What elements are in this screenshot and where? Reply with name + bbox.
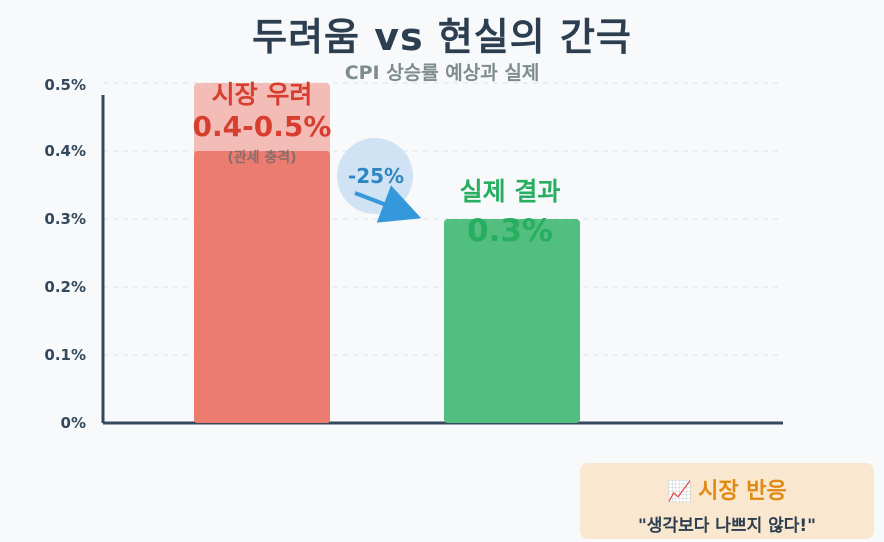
bar-range-band	[194, 83, 330, 155]
bar-value-market-fear: 0.4-0.5%	[193, 110, 332, 143]
y-tick-label: 0.4%	[44, 142, 86, 160]
bar-actual-result	[444, 219, 580, 423]
chart-increasing-icon: 📈	[667, 479, 693, 503]
bar-label-market-fear: 시장 우려	[212, 80, 313, 109]
chart-subtitle: CPI 상승률 예상과 실제	[344, 62, 540, 84]
bar-label-actual-result: 실제 결과	[460, 177, 561, 206]
y-tick-label: 0.3%	[44, 210, 86, 228]
bar-value-actual-result: 0.3%	[467, 213, 553, 249]
y-tick-label: 0.2%	[44, 278, 86, 296]
chart-title: 두려움 vs 현실의 간극	[252, 15, 632, 59]
market-reaction-label: 시장 반응	[698, 479, 787, 504]
market-reaction-quote: "생각보다 나쁘지 않다!"	[637, 516, 817, 536]
y-tick-label: 0%	[61, 414, 86, 432]
market-reaction-box: 📈 시장 반응 "생각보다 나쁘지 않다!"	[580, 463, 874, 539]
bar-market-fear	[194, 151, 330, 423]
change-percent-label: -25%	[348, 164, 404, 188]
bar-note-tariff: (관세 충격)	[227, 149, 296, 166]
y-tick-label: 0.1%	[44, 346, 86, 364]
change-arrow-icon	[354, 185, 422, 223]
y-tick-label: 0.5%	[44, 76, 86, 94]
market-reaction-title: 📈 시장 반응	[580, 473, 874, 505]
